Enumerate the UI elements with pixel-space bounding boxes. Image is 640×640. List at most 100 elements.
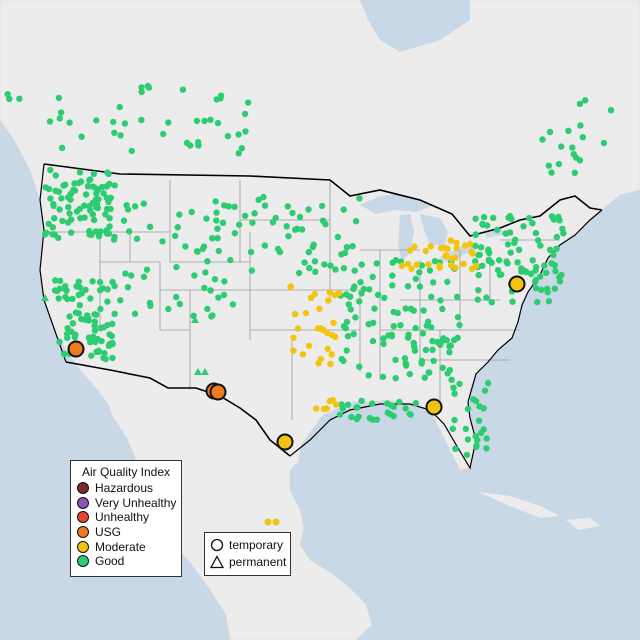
station-marker	[464, 405, 472, 413]
station-marker	[370, 319, 377, 326]
station-marker	[472, 231, 479, 238]
station-marker	[93, 348, 100, 355]
station-marker	[548, 169, 555, 176]
legend-item-hazardous: Hazardous	[71, 481, 181, 496]
legend-label: Unhealthy	[95, 510, 150, 525]
station-marker	[430, 279, 437, 286]
station-marker	[389, 272, 396, 279]
station-marker	[548, 260, 555, 267]
legend-label: Good	[95, 554, 125, 569]
station-marker	[215, 247, 222, 255]
station-marker	[545, 162, 552, 169]
station-marker	[453, 245, 460, 252]
station-marker	[64, 194, 72, 201]
station-marker	[284, 203, 291, 210]
station-marker	[406, 410, 413, 418]
station-marker	[412, 324, 419, 332]
station-marker	[413, 261, 420, 268]
station-marker	[85, 183, 92, 190]
station-marker	[188, 208, 195, 216]
station-marker	[43, 229, 50, 237]
station-marker	[93, 190, 100, 197]
station-marker	[451, 336, 458, 344]
station-marker	[145, 84, 153, 91]
station-marker	[358, 261, 365, 268]
station-marker	[261, 242, 269, 249]
station-marker	[385, 332, 392, 339]
station-marker	[448, 376, 455, 383]
station-marker	[420, 307, 427, 314]
station-marker	[369, 273, 376, 281]
station-marker	[518, 265, 525, 272]
station-marker	[406, 370, 413, 378]
station-marker	[448, 255, 456, 262]
station-marker	[143, 266, 151, 273]
station-marker	[220, 291, 228, 299]
station-marker	[422, 247, 429, 255]
station-marker	[56, 338, 63, 345]
station-marker	[404, 334, 412, 341]
station-marker	[42, 184, 49, 191]
station-marker	[412, 400, 419, 407]
station-marker	[488, 259, 495, 266]
station-marker	[68, 229, 75, 236]
station-marker	[241, 110, 249, 118]
station-marker	[87, 176, 94, 183]
station-marker	[55, 94, 63, 102]
station-marker	[454, 293, 461, 301]
station-marker	[389, 282, 396, 289]
station-marker	[477, 244, 485, 251]
station-marker	[338, 355, 345, 363]
station-marker	[401, 355, 409, 362]
station-marker	[66, 313, 73, 320]
station-marker-permanent	[194, 368, 202, 375]
station-marker	[350, 330, 357, 338]
station-marker	[313, 405, 320, 412]
station-marker	[556, 278, 564, 285]
station-marker	[558, 271, 565, 279]
station-marker	[472, 215, 479, 222]
station-marker	[493, 226, 501, 234]
station-marker	[201, 284, 208, 292]
station-marker	[328, 331, 336, 339]
station-marker	[56, 206, 63, 213]
station-marker	[241, 212, 249, 220]
station-marker	[324, 345, 331, 353]
station-marker	[211, 276, 219, 283]
station-marker	[472, 242, 479, 250]
station-marker	[51, 215, 58, 222]
station-marker	[109, 354, 116, 362]
station-marker	[473, 442, 480, 449]
station-marker	[202, 269, 209, 276]
station-marker	[276, 248, 284, 256]
station-marker	[473, 262, 480, 270]
station-marker	[356, 363, 363, 370]
station-marker	[69, 295, 76, 303]
station-marker	[573, 154, 580, 161]
station-marker	[419, 330, 427, 337]
station-marker	[348, 413, 355, 421]
station-marker	[366, 286, 373, 293]
station-marker	[330, 319, 337, 326]
station-marker	[264, 518, 272, 526]
station-marker	[176, 300, 183, 308]
gulf-of-california	[96, 396, 140, 472]
station-marker	[452, 264, 459, 271]
legend-item-usg: USG	[71, 525, 181, 540]
station-marker	[318, 202, 326, 210]
station-marker	[69, 320, 77, 327]
station-marker	[81, 214, 88, 221]
station-marker	[315, 360, 322, 367]
station-marker	[532, 278, 539, 285]
station-marker	[260, 193, 267, 201]
station-marker	[421, 374, 428, 381]
station-marker	[321, 261, 328, 268]
station-marker	[174, 224, 181, 231]
station-marker	[326, 289, 333, 296]
hispaniola	[566, 518, 600, 530]
station-marker	[193, 117, 201, 125]
station-marker	[182, 243, 189, 250]
station-marker	[425, 369, 432, 376]
station-marker	[124, 284, 132, 291]
station-marker	[344, 401, 352, 408]
